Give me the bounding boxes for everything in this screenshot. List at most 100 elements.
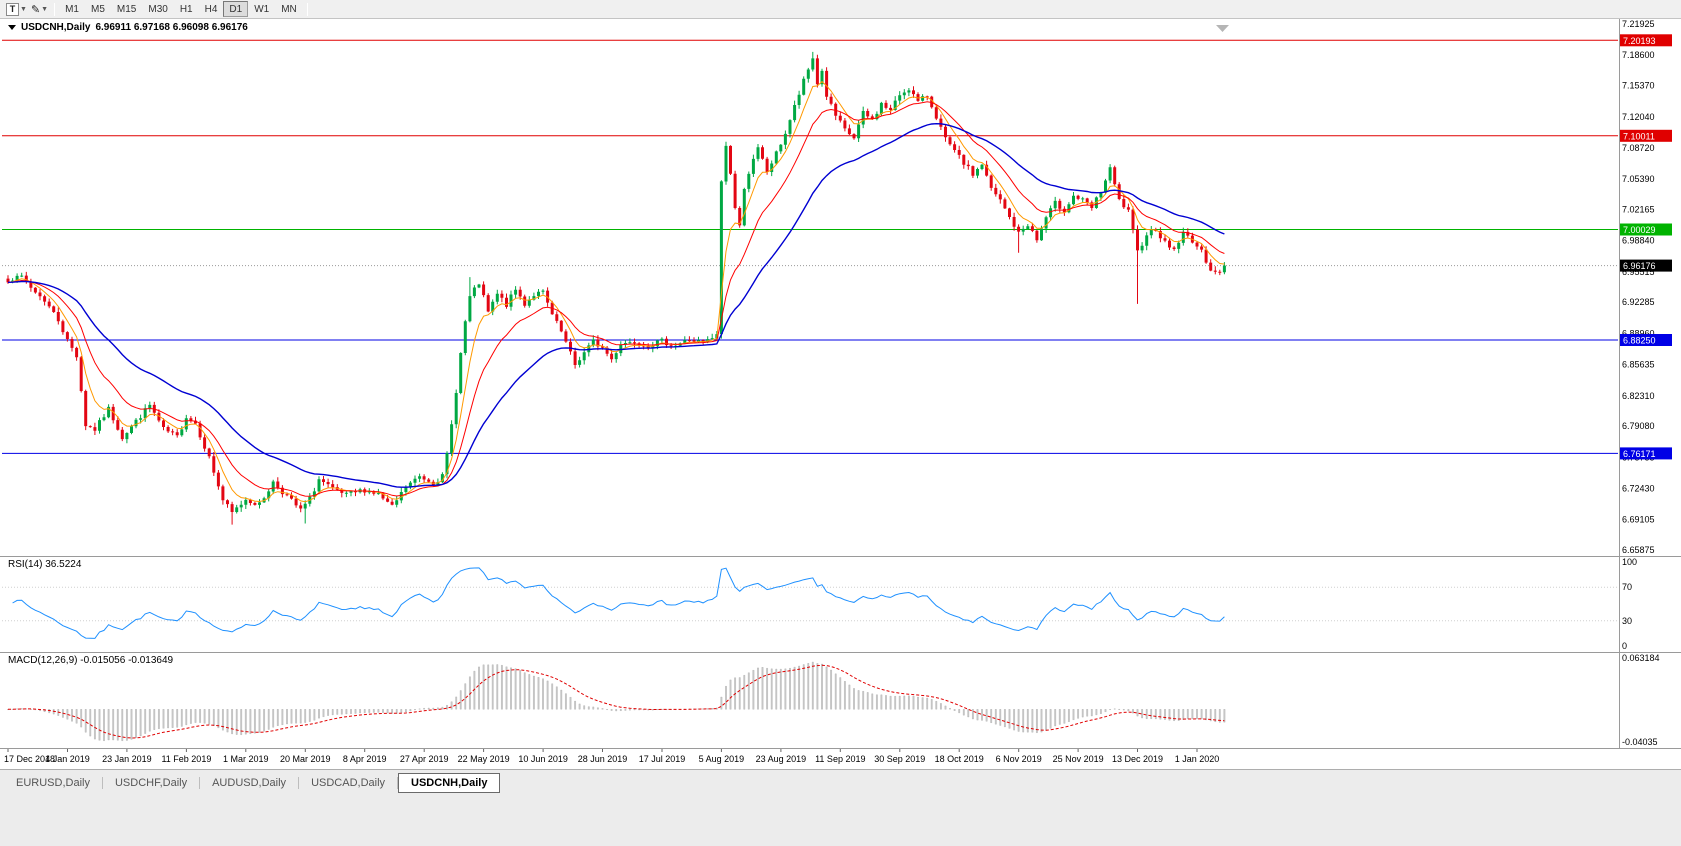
svg-text:7.18600: 7.18600 — [1622, 50, 1655, 60]
svg-text:6.85635: 6.85635 — [1622, 360, 1655, 370]
tab-separator — [298, 777, 300, 789]
rsi-line — [12, 567, 1225, 639]
timeframe-m15-button[interactable]: M15 — [116, 3, 137, 15]
chart-tab-usdcnh[interactable]: USDCNH,Daily — [398, 773, 501, 793]
date-label: 1 Mar 2019 — [223, 754, 269, 764]
panel-splitter[interactable] — [0, 652, 1681, 653]
date-label: 1 Jan 2020 — [1175, 754, 1220, 764]
macd-signal-line — [7, 664, 1225, 739]
draw-tool-button[interactable]: ✎ ▼ — [29, 1, 50, 17]
svg-text:7.15370: 7.15370 — [1622, 81, 1655, 91]
draw-tool-icon: ✎ — [30, 3, 41, 16]
date-label: 17 Dec 2018 — [4, 754, 55, 764]
price-badge — [1620, 129, 1672, 142]
chart-tab-usdchf[interactable]: USDCHF,Daily — [114, 777, 188, 789]
chevron-down-icon[interactable]: ▼ — [20, 5, 27, 13]
date-label: 28 Jun 2019 — [578, 754, 628, 764]
date-label: 18 Oct 2019 — [935, 754, 984, 764]
svg-text:30: 30 — [1622, 616, 1632, 626]
svg-text:7.21925: 7.21925 — [1622, 19, 1655, 29]
chart-tab-bar: EURUSD,Daily USDCHF,Daily AUDUSD,Daily USDC… — [0, 769, 1681, 846]
timeframe-d1-button[interactable]: D1 — [223, 1, 249, 17]
date-label: 20 Mar 2019 — [280, 754, 331, 764]
toolbar: T ▼ ✎ ▼ M1 M5 M15 M30 H1 H4 D1 W1 MN — [0, 0, 1681, 19]
chart-title: USDCNH,Daily 6.96911 6.97168 6.96098 6.9… — [8, 22, 248, 33]
date-label: 13 Dec 2019 — [1112, 754, 1163, 764]
tab-separator — [397, 777, 399, 789]
svg-text:0: 0 — [1622, 641, 1627, 651]
svg-text:0.063184: 0.063184 — [1622, 653, 1660, 663]
toolbar-separator — [54, 2, 56, 16]
price-badge — [1620, 334, 1672, 346]
timeframe-h1-button[interactable]: H1 — [179, 3, 193, 15]
macd-canvas[interactable]: 0.063184 -0.04035 — [0, 653, 1681, 748]
panel-splitter[interactable] — [0, 556, 1681, 557]
svg-text:100: 100 — [1622, 557, 1637, 567]
svg-text:6.72430: 6.72430 — [1622, 484, 1655, 494]
date-label: 17 Jul 2019 — [639, 754, 686, 764]
chart-shift-marker[interactable] — [1216, 25, 1229, 32]
svg-text:6.82310: 6.82310 — [1622, 391, 1655, 401]
price-badge — [1620, 223, 1672, 236]
date-label: 23 Jan 2019 — [102, 754, 152, 764]
down-candle-wicks — [7, 54, 1221, 525]
timeframe-h4-button[interactable]: H4 — [204, 3, 218, 15]
main-chart-canvas[interactable]: 7.21925 7.18600 7.15370 7.12040 7.08720 7.053… — [0, 19, 1681, 556]
svg-text:-0.04035: -0.04035 — [1622, 737, 1658, 747]
rsi-canvas[interactable]: 100 70 30 0 — [0, 557, 1681, 652]
chart-tab-eurusd[interactable]: EURUSD,Daily — [16, 777, 90, 789]
date-label: 6 Nov 2019 — [996, 754, 1042, 764]
timeframe-w1-button[interactable]: W1 — [254, 3, 270, 15]
timeframe-group: M1 M5 M15 M30 H1 H4 D1 W1 MN — [59, 1, 303, 17]
date-label: 22 May 2019 — [458, 754, 510, 764]
svg-text:6.92285: 6.92285 — [1622, 297, 1655, 307]
macd-histogram — [7, 661, 1226, 741]
date-label: 11 Sep 2019 — [815, 754, 865, 764]
svg-text:70: 70 — [1622, 582, 1632, 592]
chart-tab-audusd[interactable]: AUDUSD,Daily — [212, 777, 287, 789]
chart-tab-usdcad[interactable]: USDCAD,Daily — [311, 777, 386, 789]
timeframe-m1-button[interactable]: M1 — [65, 3, 79, 15]
price-axis-border — [1619, 19, 1620, 749]
chevron-down-icon[interactable]: ▼ — [41, 5, 49, 13]
text-label-tool-icon: T — [6, 2, 19, 16]
date-label: 30 Sep 2019 — [874, 754, 925, 764]
date-label: 23 Aug 2019 — [756, 754, 807, 764]
date-label: 8 Apr 2019 — [343, 754, 387, 764]
date-label: 10 Jun 2019 — [518, 754, 568, 764]
text-label-tool-button[interactable]: T ▼ — [4, 1, 29, 17]
svg-text:7.02165: 7.02165 — [1622, 204, 1655, 214]
timeframe-m30-button[interactable]: M30 — [148, 3, 168, 15]
svg-text:6.65875: 6.65875 — [1622, 545, 1655, 555]
up-candle-wicks — [12, 51, 1225, 524]
date-label: 25 Nov 2019 — [1053, 754, 1104, 764]
svg-text:6.69105: 6.69105 — [1622, 515, 1655, 525]
macd-label: MACD(12,26,9) -0.015056 -0.013649 — [8, 655, 174, 666]
price-badge — [1620, 34, 1672, 47]
timeframe-mn-button[interactable]: MN — [281, 3, 297, 15]
svg-text:6.79080: 6.79080 — [1622, 421, 1655, 431]
date-axis[interactable]: 17 Dec 2018 4 Jan 2019 23 Jan 2019 11 Feb 2… — [0, 749, 1681, 769]
price-badge — [1620, 447, 1672, 460]
date-label: 4 Jan 2019 — [45, 754, 90, 764]
svg-text:7.08720: 7.08720 — [1622, 143, 1655, 153]
svg-text:6.96176: 6.96176 — [1623, 261, 1656, 271]
ma-mid-line — [7, 101, 1225, 497]
toolbar-separator — [306, 2, 308, 16]
date-label: 11 Feb 2019 — [161, 754, 211, 764]
tab-separator — [101, 777, 103, 789]
svg-text:6.88960: 6.88960 — [1622, 328, 1655, 338]
symbol-name: USDCNH,Daily — [21, 22, 91, 33]
svg-text:7.00029: 7.00029 — [1623, 225, 1656, 235]
svg-text:6.76171: 6.76171 — [1623, 449, 1656, 459]
svg-text:6.95515: 6.95515 — [1622, 267, 1655, 277]
ma-slow-line — [7, 122, 1225, 488]
date-label: 5 Aug 2019 — [699, 754, 745, 764]
svg-text:7.10011: 7.10011 — [1623, 131, 1655, 141]
up-candle-bodies — [11, 58, 1226, 513]
ohlc-values: 6.96911 6.97168 6.96098 6.96176 — [95, 22, 248, 33]
timeframe-m5-button[interactable]: M5 — [91, 3, 105, 15]
date-label: 27 Apr 2019 — [400, 754, 449, 764]
svg-text:6.88250: 6.88250 — [1623, 336, 1656, 346]
